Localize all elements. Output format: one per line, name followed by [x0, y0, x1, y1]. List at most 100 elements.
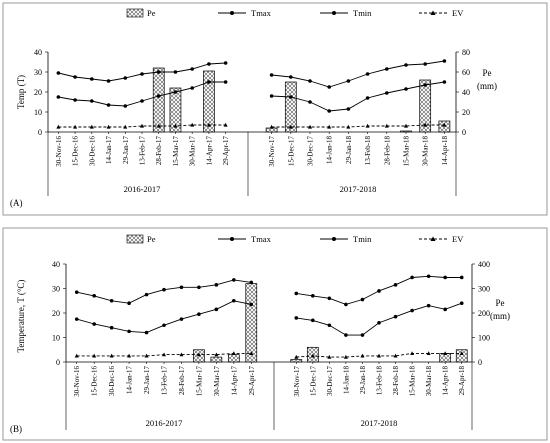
ev-point — [343, 354, 348, 359]
legend-tmin: Tmin — [353, 234, 372, 244]
tmin-point — [90, 99, 94, 103]
panel-b-frame — [2, 227, 548, 441]
season-label: 2017-2018 — [340, 184, 377, 194]
right-tick-label: 400 — [478, 260, 490, 269]
panel-a-plot: 0 10 20 30 40 0 20 40 60 80 30-Nov-16 15-Dec-16 30-D… — [34, 48, 470, 196]
panel-b-legend: Pe Tmax Tmin EV — [126, 234, 464, 244]
left-tick-label: 20 — [52, 309, 60, 318]
pe-bar — [152, 67, 165, 133]
ev-point — [89, 124, 94, 129]
ev-point — [127, 353, 132, 358]
tmax-point — [377, 289, 381, 293]
tmax-line — [271, 60, 445, 88]
tmax-point — [214, 283, 219, 287]
tmax-point — [327, 85, 332, 89]
ev-point — [327, 124, 332, 129]
tmin-point — [232, 298, 236, 303]
panel-a-right-axis-title-1: Pe — [483, 68, 492, 78]
left-tick-label: 0 — [56, 358, 60, 367]
x-tick-label: 29-Jan-18 — [359, 366, 367, 394]
season-label: 2017-2018 — [361, 418, 398, 428]
tmax-point — [308, 79, 312, 83]
x-tick-label: 29-Jan-17 — [143, 366, 151, 394]
ev-point — [443, 351, 448, 356]
x-tick-label: 30-Mar-17 — [189, 136, 197, 167]
ev-point — [223, 122, 228, 127]
tmin-point — [289, 95, 293, 99]
pe-bar — [210, 356, 223, 363]
tmax-line — [76, 279, 252, 304]
tmax-point — [393, 283, 398, 287]
tmin-point — [311, 318, 315, 323]
tmax-point — [269, 73, 274, 77]
x-tick-label: 29-Jan-17 — [122, 136, 130, 164]
ev-point — [360, 353, 365, 358]
x-tick-label: 14-Apr-18 — [441, 136, 449, 166]
left-tick-label: 30 — [34, 68, 42, 77]
tmin-point — [56, 95, 61, 99]
tmax-point — [426, 274, 431, 279]
pe-bar — [400, 130, 412, 133]
legend-tmax-marker — [230, 11, 234, 15]
tmin-point — [385, 91, 389, 95]
season-label: 2016-2017 — [124, 184, 161, 194]
tmin-line — [296, 302, 462, 336]
ev-point — [393, 353, 398, 358]
tmax-point — [74, 290, 79, 294]
tmax-point — [294, 291, 299, 296]
panel-b-left-axis-title: Temperature, T (°C) — [16, 280, 26, 353]
ev-point — [73, 124, 78, 129]
ev-point — [404, 123, 408, 128]
left-tick-label: 30 — [52, 285, 60, 294]
tmax-point — [346, 79, 351, 83]
right-tick-label: 0 — [478, 358, 482, 367]
right-tick-label: 0 — [462, 128, 466, 137]
tmax-point — [344, 302, 348, 307]
x-tick-label: 15-Mar-17 — [195, 366, 203, 397]
ev-point — [173, 123, 178, 128]
tmin-point — [92, 322, 96, 326]
panel-b: (B) Pe Tmax Tmin EV Temperature, T (°C) … — [2, 227, 548, 441]
tmin-point — [393, 314, 398, 319]
tmax-point — [190, 67, 194, 71]
x-tick-label: 28-Feb-17 — [178, 366, 186, 396]
tmax-point — [106, 79, 111, 83]
x-tick-label: 15-Dec-17 — [309, 366, 317, 396]
x-tick-label: 30-Dec-16 — [108, 366, 116, 396]
x-tick-label: 29-Apr-17 — [222, 136, 230, 166]
ev-point — [109, 353, 114, 358]
pe-bar — [227, 354, 240, 363]
ev-point — [459, 351, 464, 356]
x-tick-label: 14-Apr-18 — [442, 366, 450, 396]
tmin-point — [190, 86, 194, 90]
pe-bar — [245, 283, 258, 363]
tmax-point — [127, 301, 131, 306]
tmin-point — [74, 317, 79, 321]
left-tick-label: 40 — [34, 48, 42, 57]
x-tick-label: 29-Apr-18 — [458, 366, 466, 396]
legend-ev: EV — [452, 234, 464, 244]
tmax-point — [197, 285, 201, 290]
tmin-point — [123, 104, 128, 108]
tmax-point — [223, 61, 228, 65]
ev-point — [288, 124, 293, 129]
x-tick-label: 14-Jan-18 — [326, 136, 334, 164]
x-tick-label: 30-Mar-18 — [422, 136, 430, 167]
x-tick-label: 15-Dec-17 — [287, 136, 295, 166]
x-tick-label: 30-Dec-16 — [88, 136, 96, 166]
tmax-point — [410, 275, 414, 280]
tmax-point — [56, 71, 61, 75]
panel-a-frame — [2, 2, 548, 216]
tmin-point — [269, 94, 274, 98]
tmin-point — [140, 99, 144, 103]
x-tick-label: 30-Dec-17 — [307, 136, 315, 166]
tmax-line — [58, 62, 226, 82]
left-tick-label: 10 — [52, 334, 60, 343]
ev-line — [58, 124, 226, 128]
ev-point — [74, 353, 79, 358]
tmax-point — [179, 285, 184, 290]
ev-point — [294, 354, 299, 359]
left-tick-label: 40 — [52, 260, 60, 269]
tmin-line — [76, 300, 252, 334]
